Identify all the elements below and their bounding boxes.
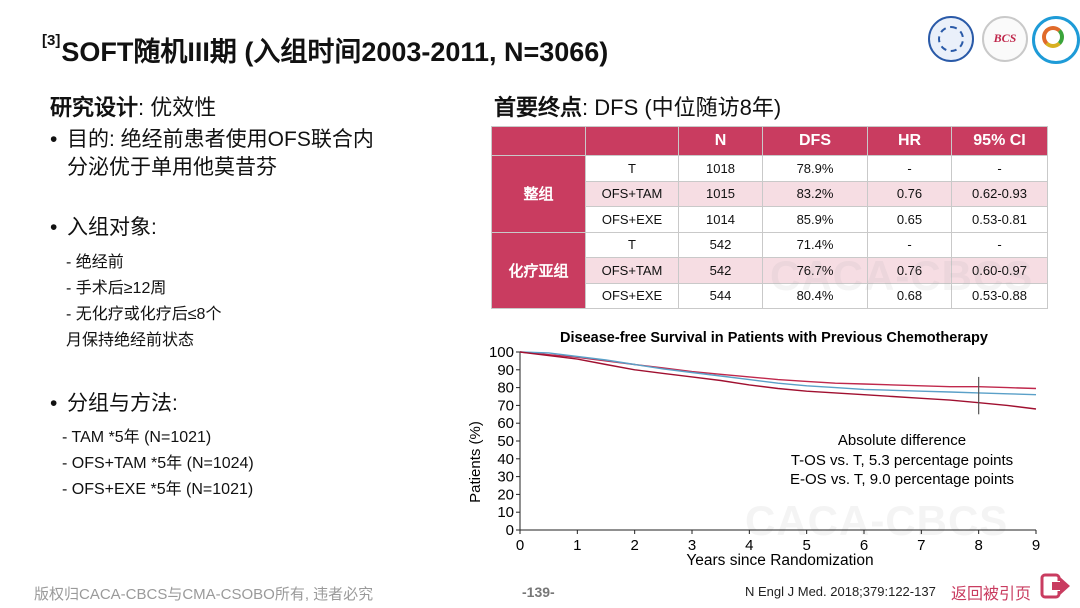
table-cell: 76.7%	[762, 257, 868, 284]
group-label-cell: 整组	[491, 155, 586, 233]
table-cell: -	[951, 155, 1048, 182]
table-cell: 1014	[678, 206, 763, 233]
chart-series-line-1	[519, 351, 1037, 390]
return-to-citing-page-link[interactable]: 返回被引页	[951, 586, 1032, 603]
population-item: - 无化疗或化疗后≤8个	[66, 306, 222, 323]
table-cell: 71.4%	[762, 231, 868, 258]
table-cell: 542	[678, 231, 763, 258]
arms-bullet: • 分组与方法:	[50, 392, 178, 415]
chart-y-axis-label: Patients (%)	[467, 421, 484, 503]
table-cell: 85.9%	[762, 206, 868, 233]
chart-y-tick-label: 10	[497, 504, 514, 521]
table-cell: 544	[678, 282, 763, 309]
table-row: OFS+TAM 542 76.7% 0.76 0.60-0.97	[492, 257, 1048, 284]
chart-annotation-line: T-OS vs. T, 5.3 percentage points	[791, 452, 1013, 469]
citation-reference: N Engl J Med. 2018;379:122-137	[745, 584, 936, 599]
chart-x-axis-label: Years since Randomization	[686, 552, 873, 569]
table-cell: T	[585, 231, 679, 258]
exit-arrow-icon[interactable]	[1040, 572, 1072, 600]
chart-x-tick-label: 2	[630, 537, 638, 554]
table-cell: 0.53-0.81	[951, 206, 1048, 233]
table-header-cell: 95% CI	[951, 126, 1048, 156]
table-cell: 80.4%	[762, 282, 868, 309]
copyright-notice: 版权归CACA-CBCS与CMA-CSOBO所有, 违者必究	[34, 586, 374, 603]
dfs-results-table: N DFS HR 95% CI 整组 T 1018 78.9% - - OFS+…	[491, 126, 1048, 309]
arm-item: - TAM *5年 (N=1021)	[62, 429, 212, 446]
table-cell: T	[585, 155, 679, 182]
slide-title: [3]SOFT随机III期 (入组时间2003-2011, N=3066)	[42, 30, 608, 69]
chart-y-tick-label: 20	[497, 486, 514, 503]
chart-x-tick-label: 1	[573, 537, 581, 554]
chart-x-tick-label: 4	[745, 537, 753, 554]
table-cell: 1018	[678, 155, 763, 182]
chart-x-tick-label: 5	[802, 537, 810, 554]
table-cell: 83.2%	[762, 180, 868, 207]
arm-item: - OFS+TAM *5年 (N=1024)	[62, 455, 254, 472]
chart-x-tick-label: 3	[688, 537, 696, 554]
table-cell: 0.65	[867, 206, 952, 233]
chart-y-tick-label: 80	[497, 380, 514, 397]
population-item: - 手术后≥12周	[66, 280, 167, 297]
chart-y-tick-label: 0	[506, 522, 514, 539]
chart-x-tick-label: 0	[516, 537, 524, 554]
purpose-bullet: • 目的: 绝经前患者使用OFS联合内	[50, 128, 374, 151]
title-reference-number: [3]	[42, 32, 61, 49]
chart-x-tick-label: 8	[974, 537, 982, 554]
chart-y-tick-label: 30	[497, 469, 514, 486]
table-cell: 78.9%	[762, 155, 868, 182]
chart-series-line-3	[519, 351, 1037, 410]
society-emblem-logo	[1032, 16, 1080, 64]
chart-x-tick-label: 7	[917, 537, 925, 554]
table-cell: OFS+EXE	[585, 206, 679, 233]
chart-x-tick-label: 6	[860, 537, 868, 554]
table-cell: 0.62-0.93	[951, 180, 1048, 207]
primary-endpoint-heading: 首要终点: DFS (中位随访8年)	[494, 95, 782, 120]
chart-title: Disease-free Survival in Patients with P…	[560, 330, 988, 346]
table-row: 整组 T 1018 78.9% - -	[491, 155, 1048, 233]
population-item-continuation: 月保持绝经前状态	[66, 332, 195, 349]
table-cell: OFS+TAM	[585, 180, 679, 207]
table-cell: 0.76	[867, 180, 952, 207]
purpose-bullet-continuation: 分泌优于单用他莫昔芬	[67, 156, 277, 179]
table-header-cell: HR	[867, 126, 952, 156]
table-header-cell	[491, 126, 586, 156]
table-cell: 0.76	[867, 257, 952, 284]
chart-y-tick-label: 50	[497, 433, 514, 450]
table-cell: 542	[678, 257, 763, 284]
dfs-survival-chart: Disease-free Survival in Patients with P…	[467, 330, 1040, 569]
table-row: 化疗亚组 T 542 71.4% - -	[491, 231, 1048, 309]
study-design-heading: 研究设计: 优效性	[50, 95, 217, 120]
chart-annotation-line: E-OS vs. T, 9.0 percentage points	[790, 471, 1014, 488]
table-row: OFS+TAM 1015 83.2% 0.76 0.62-0.93	[492, 180, 1048, 207]
population-bullet: • 入组对象:	[50, 216, 157, 239]
chart-x-tick-label: 9	[1032, 537, 1040, 554]
table-header-cell	[585, 126, 679, 156]
chart-y-tick-label: 90	[497, 362, 514, 379]
group-label-cell: 化疗亚组	[491, 231, 586, 309]
chart-y-tick-label: 100	[489, 344, 514, 361]
table-cell: OFS+TAM	[585, 257, 679, 284]
table-cell: OFS+EXE	[585, 282, 679, 309]
table-cell: 1015	[678, 180, 763, 207]
table-cell: 0.68	[867, 282, 952, 309]
population-item: - 绝经前	[66, 254, 124, 271]
title-text: SOFT随机III期 (入组时间2003-2011, N=3066)	[61, 37, 609, 67]
table-cell: 0.53-0.88	[951, 282, 1048, 309]
bcs-logo: BCS	[982, 16, 1028, 62]
table-header-row: N DFS HR 95% CI	[491, 126, 1048, 156]
table-row: OFS+EXE 544 80.4% 0.68 0.53-0.88	[492, 282, 1048, 309]
chart-y-tick-label: 40	[497, 451, 514, 468]
chart-y-tick-label: 60	[497, 415, 514, 432]
table-cell: -	[867, 155, 952, 182]
arm-item: - OFS+EXE *5年 (N=1021)	[62, 481, 254, 498]
university-seal-logo	[928, 16, 974, 62]
table-header-cell: DFS	[762, 126, 868, 156]
table-header-cell: N	[678, 126, 763, 156]
watermark: CACA-CBCS	[745, 497, 1009, 544]
page-number: -139-	[522, 584, 555, 600]
chart-series-line-2	[519, 351, 1037, 396]
chart-y-tick-label: 70	[497, 397, 514, 414]
chart-annotation-line: Absolute difference	[838, 432, 966, 449]
watermark: CACA-CBCS	[770, 252, 1034, 299]
